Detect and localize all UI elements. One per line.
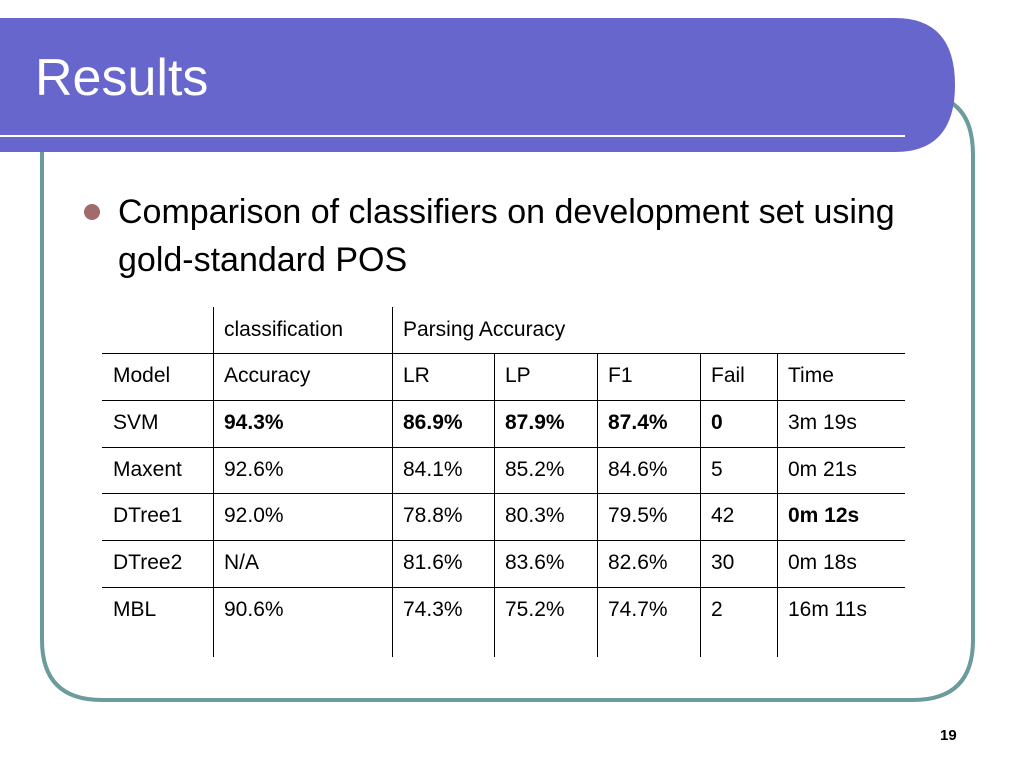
table-cell: SVM — [113, 411, 159, 434]
table-cell: 85.2% — [505, 458, 565, 481]
table-cell: 5 — [711, 458, 723, 481]
table-cell: 87.4% — [608, 411, 668, 434]
table-cell: 80.3% — [505, 504, 565, 527]
table-cell: DTree1 — [113, 504, 183, 527]
table-cell: 84.1% — [403, 458, 463, 481]
table-cell: 90.6% — [224, 598, 284, 621]
table-cell: 74.3% — [403, 598, 463, 621]
frame-border — [40, 93, 975, 702]
table-cell: 75.2% — [505, 598, 565, 621]
table-cell: 78.8% — [403, 504, 463, 527]
table-cell: 82.6% — [608, 551, 668, 574]
column-header: Fail — [711, 364, 745, 387]
table-cell: 16m 11s — [788, 598, 867, 621]
column-rule — [213, 307, 214, 657]
table-cell: 92.0% — [224, 504, 284, 527]
table-cell: N/A — [224, 551, 260, 574]
column-rule — [494, 353, 495, 657]
bullet-dot — [84, 204, 100, 220]
column-header: Time — [788, 364, 834, 387]
table-cell: MBL — [113, 598, 157, 621]
table-cell: 74.7% — [608, 598, 668, 621]
table-cell: 79.5% — [608, 504, 668, 527]
table-cell: 0m 18s — [788, 551, 857, 574]
table-cell: 94.3% — [224, 411, 284, 434]
column-rule — [597, 353, 598, 657]
table-cell: 81.6% — [403, 551, 463, 574]
bullet-text: Comparison of classifiers on development… — [118, 193, 895, 279]
table-cell: 86.9% — [403, 411, 463, 434]
column-rule — [777, 353, 778, 657]
group-header: classification — [224, 318, 344, 341]
slide-title: Results — [35, 49, 209, 107]
table-cell: 87.9% — [505, 411, 565, 434]
column-header: Accuracy — [224, 364, 311, 387]
table-cell: 0m 21s — [788, 458, 857, 481]
table-cell: 0 — [711, 411, 723, 434]
page-number: 19 — [940, 727, 957, 744]
title-band — [0, 18, 955, 152]
column-header: LR — [403, 364, 430, 387]
table-cell: 0m 12s — [788, 504, 860, 527]
column-header: Model — [113, 364, 171, 387]
row-rule — [102, 540, 905, 541]
row-rule — [102, 493, 905, 494]
table-cell: 83.6% — [505, 551, 565, 574]
column-rule — [392, 307, 393, 657]
table-cell: 3m 19s — [788, 411, 857, 434]
row-rule — [102, 447, 905, 448]
table-cell: 84.6% — [608, 458, 668, 481]
column-header: F1 — [608, 364, 633, 387]
table-cell: 42 — [711, 504, 735, 527]
table-cell: Maxent — [113, 458, 182, 481]
row-rule — [102, 587, 905, 588]
row-rule — [102, 400, 905, 401]
row-rule — [102, 353, 905, 354]
column-rule — [700, 353, 701, 657]
table-cell: DTree2 — [113, 551, 183, 574]
table-cell: 30 — [711, 551, 735, 574]
column-header: LP — [505, 364, 531, 387]
table-cell: 2 — [711, 598, 723, 621]
table-cell: 92.6% — [224, 458, 284, 481]
group-header: Parsing Accuracy — [403, 318, 566, 341]
